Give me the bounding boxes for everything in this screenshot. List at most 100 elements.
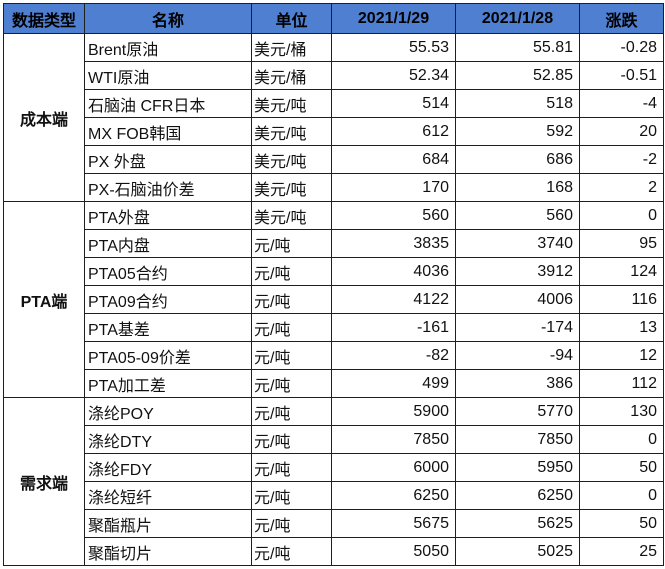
value-date-1: 612 bbox=[331, 117, 456, 146]
value-date-2: 386 bbox=[455, 369, 580, 398]
table-header: 数据类型 名称 单位 2021/1/29 2021/1/28 涨跌 bbox=[3, 3, 664, 34]
table-row: PTA内盘 元/吨 3835 3740 95 bbox=[4, 229, 664, 258]
item-unit: 元/吨 bbox=[251, 481, 332, 510]
value-date-1: 5900 bbox=[331, 397, 456, 426]
value-date-2: 5025 bbox=[455, 537, 580, 566]
item-unit: 元/吨 bbox=[251, 369, 332, 398]
value-date-1: 514 bbox=[331, 89, 456, 118]
item-unit: 元/吨 bbox=[251, 313, 332, 342]
value-change: 50 bbox=[579, 509, 664, 538]
item-name: PTA09合约 bbox=[84, 285, 252, 314]
item-unit: 美元/吨 bbox=[251, 201, 332, 230]
item-unit: 元/吨 bbox=[251, 285, 332, 314]
value-change: 2 bbox=[579, 173, 664, 202]
item-name: PTA外盘 bbox=[84, 201, 252, 230]
header-date-2: 2021/1/28 bbox=[455, 3, 580, 34]
table-row: PTA加工差 元/吨 499 386 112 bbox=[4, 369, 664, 398]
header-row: 数据类型 名称 单位 2021/1/29 2021/1/28 涨跌 bbox=[3, 3, 664, 34]
value-change: -0.51 bbox=[579, 61, 664, 90]
item-unit: 元/吨 bbox=[251, 537, 332, 566]
item-name: 涤纶DTY bbox=[84, 425, 252, 454]
value-date-1: 6250 bbox=[331, 481, 456, 510]
value-date-1: -82 bbox=[331, 341, 456, 370]
value-date-1: 684 bbox=[331, 145, 456, 174]
value-date-2: 4006 bbox=[455, 285, 580, 314]
header-unit: 单位 bbox=[251, 3, 332, 34]
value-date-2: 518 bbox=[455, 89, 580, 118]
value-change: 0 bbox=[579, 481, 664, 510]
group-label: PTA端 bbox=[3, 201, 85, 398]
value-date-1: 560 bbox=[331, 201, 456, 230]
value-date-2: 592 bbox=[455, 117, 580, 146]
item-name: PX 外盘 bbox=[84, 145, 252, 174]
value-date-2: -94 bbox=[455, 341, 580, 370]
item-unit: 元/吨 bbox=[251, 397, 332, 426]
value-date-1: 3835 bbox=[331, 229, 456, 258]
value-change: 20 bbox=[579, 117, 664, 146]
table-row: 聚酯瓶片 元/吨 5675 5625 50 bbox=[4, 509, 664, 538]
value-change: 112 bbox=[579, 369, 664, 398]
value-date-1: 5050 bbox=[331, 537, 456, 566]
value-date-2: 168 bbox=[455, 173, 580, 202]
value-date-2: -174 bbox=[455, 313, 580, 342]
value-date-2: 5950 bbox=[455, 453, 580, 482]
group-label: 成本端 bbox=[3, 33, 85, 202]
item-name: 石脑油 CFR日本 bbox=[84, 89, 252, 118]
item-unit: 元/吨 bbox=[251, 425, 332, 454]
value-date-2: 560 bbox=[455, 201, 580, 230]
item-name: PTA05合约 bbox=[84, 257, 252, 286]
item-name: WTI原油 bbox=[84, 61, 252, 90]
value-date-2: 3912 bbox=[455, 257, 580, 286]
value-change: 95 bbox=[579, 229, 664, 258]
value-change: 116 bbox=[579, 285, 664, 314]
item-unit: 美元/吨 bbox=[251, 117, 332, 146]
header-data-type: 数据类型 bbox=[3, 3, 85, 34]
item-name: PTA加工差 bbox=[84, 369, 252, 398]
item-unit: 美元/吨 bbox=[251, 173, 332, 202]
item-name: 涤纶FDY bbox=[84, 453, 252, 482]
item-name: 涤纶短纤 bbox=[84, 481, 252, 510]
item-unit: 美元/桶 bbox=[251, 61, 332, 90]
value-date-1: 55.53 bbox=[331, 33, 456, 62]
item-unit: 元/吨 bbox=[251, 341, 332, 370]
value-change: 50 bbox=[579, 453, 664, 482]
table-row: PTA09合约 元/吨 4122 4006 116 bbox=[4, 285, 664, 314]
table-row: 涤纶短纤 元/吨 6250 6250 0 bbox=[4, 481, 664, 510]
value-change: 12 bbox=[579, 341, 664, 370]
value-date-2: 55.81 bbox=[455, 33, 580, 62]
table-row: PTA05合约 元/吨 4036 3912 124 bbox=[4, 257, 664, 286]
item-unit: 美元/吨 bbox=[251, 145, 332, 174]
item-name: PTA基差 bbox=[84, 313, 252, 342]
value-date-2: 686 bbox=[455, 145, 580, 174]
item-name: Brent原油 bbox=[84, 33, 252, 62]
item-name: PTA内盘 bbox=[84, 229, 252, 258]
value-change: 13 bbox=[579, 313, 664, 342]
item-unit: 元/吨 bbox=[251, 509, 332, 538]
table-row: WTI原油 美元/桶 52.34 52.85 -0.51 bbox=[4, 61, 664, 90]
value-change: -2 bbox=[579, 145, 664, 174]
value-date-2: 6250 bbox=[455, 481, 580, 510]
price-table: 数据类型 名称 单位 2021/1/29 2021/1/28 涨跌 成本端 Bre… bbox=[3, 3, 664, 566]
table-row: PX-石脑油价差 美元/吨 170 168 2 bbox=[4, 173, 664, 202]
table-row: 涤纶DTY 元/吨 7850 7850 0 bbox=[4, 425, 664, 454]
value-change: 124 bbox=[579, 257, 664, 286]
table-row: PTA端 PTA外盘 美元/吨 560 560 0 bbox=[3, 201, 664, 398]
table-row: 需求端 涤纶POY 元/吨 5900 5770 130 bbox=[3, 397, 664, 566]
value-date-1: 5675 bbox=[331, 509, 456, 538]
value-date-1: 4122 bbox=[331, 285, 456, 314]
table-row: PTA基差 元/吨 -161 -174 13 bbox=[4, 313, 664, 342]
value-change: 130 bbox=[579, 397, 664, 426]
item-unit: 美元/桶 bbox=[251, 33, 332, 62]
item-name: 涤纶POY bbox=[84, 397, 252, 426]
value-date-1: 170 bbox=[331, 173, 456, 202]
value-change: 0 bbox=[579, 201, 664, 230]
value-date-1: 499 bbox=[331, 369, 456, 398]
item-unit: 元/吨 bbox=[251, 453, 332, 482]
item-name: MX FOB韩国 bbox=[84, 117, 252, 146]
value-change: -4 bbox=[579, 89, 664, 118]
header-date-1: 2021/1/29 bbox=[331, 3, 456, 34]
table-row: PTA05-09价差 元/吨 -82 -94 12 bbox=[4, 341, 664, 370]
value-date-1: -161 bbox=[331, 313, 456, 342]
value-change: 25 bbox=[579, 537, 664, 566]
item-unit: 美元/吨 bbox=[251, 89, 332, 118]
